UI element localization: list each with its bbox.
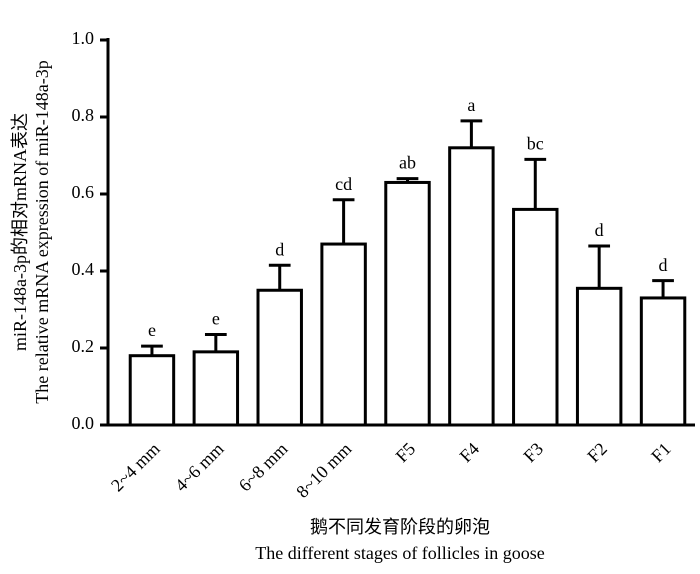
bar bbox=[192, 350, 240, 427]
y-axis-label: miR-148a-3p的相对mRNA表达 bbox=[10, 113, 30, 351]
x-tick-label: F1 bbox=[647, 439, 675, 467]
y-tick-label: 0.2 bbox=[72, 336, 95, 356]
x-axis-label: 鹅不同发育阶段的卵泡 bbox=[310, 517, 490, 537]
y-tick-label: 0.0 bbox=[72, 413, 95, 433]
bar bbox=[256, 288, 303, 427]
bar bbox=[384, 180, 431, 427]
x-tick-label: 4~6 mm bbox=[171, 439, 228, 496]
bar bbox=[128, 354, 176, 427]
significance-letter: bc bbox=[527, 133, 544, 153]
y-axis-label: The relative mRNA expression of miR-148a… bbox=[32, 60, 52, 403]
significance-letter: d bbox=[275, 239, 284, 259]
x-tick-label: 6~8 mm bbox=[235, 439, 292, 496]
significance-letter: d bbox=[595, 220, 604, 240]
x-axis-label: The different stages of follicles in goo… bbox=[255, 543, 545, 563]
significance-letter: ab bbox=[399, 153, 416, 173]
significance-letter: e bbox=[148, 320, 156, 340]
bar bbox=[575, 286, 623, 427]
significance-letter: d bbox=[659, 255, 668, 275]
bar bbox=[448, 146, 495, 427]
significance-letter: e bbox=[212, 309, 220, 329]
y-tick-label: 0.8 bbox=[72, 105, 95, 125]
y-tick-label: 0.6 bbox=[72, 182, 95, 202]
x-tick-label: 8~10 mm bbox=[292, 439, 355, 502]
significance-letter: a bbox=[467, 95, 475, 115]
y-tick-label: 1.0 bbox=[72, 28, 95, 48]
bar bbox=[639, 296, 687, 427]
x-tick-label: F2 bbox=[583, 439, 611, 467]
bar bbox=[512, 207, 559, 427]
significance-letter: cd bbox=[335, 174, 352, 194]
y-tick-label: 0.4 bbox=[72, 259, 95, 279]
x-tick-label: 2~4 mm bbox=[107, 439, 164, 496]
x-tick-label: F3 bbox=[519, 439, 547, 467]
x-tick-label: F5 bbox=[392, 439, 420, 467]
x-tick-label: F4 bbox=[456, 439, 484, 467]
bar bbox=[320, 242, 367, 427]
